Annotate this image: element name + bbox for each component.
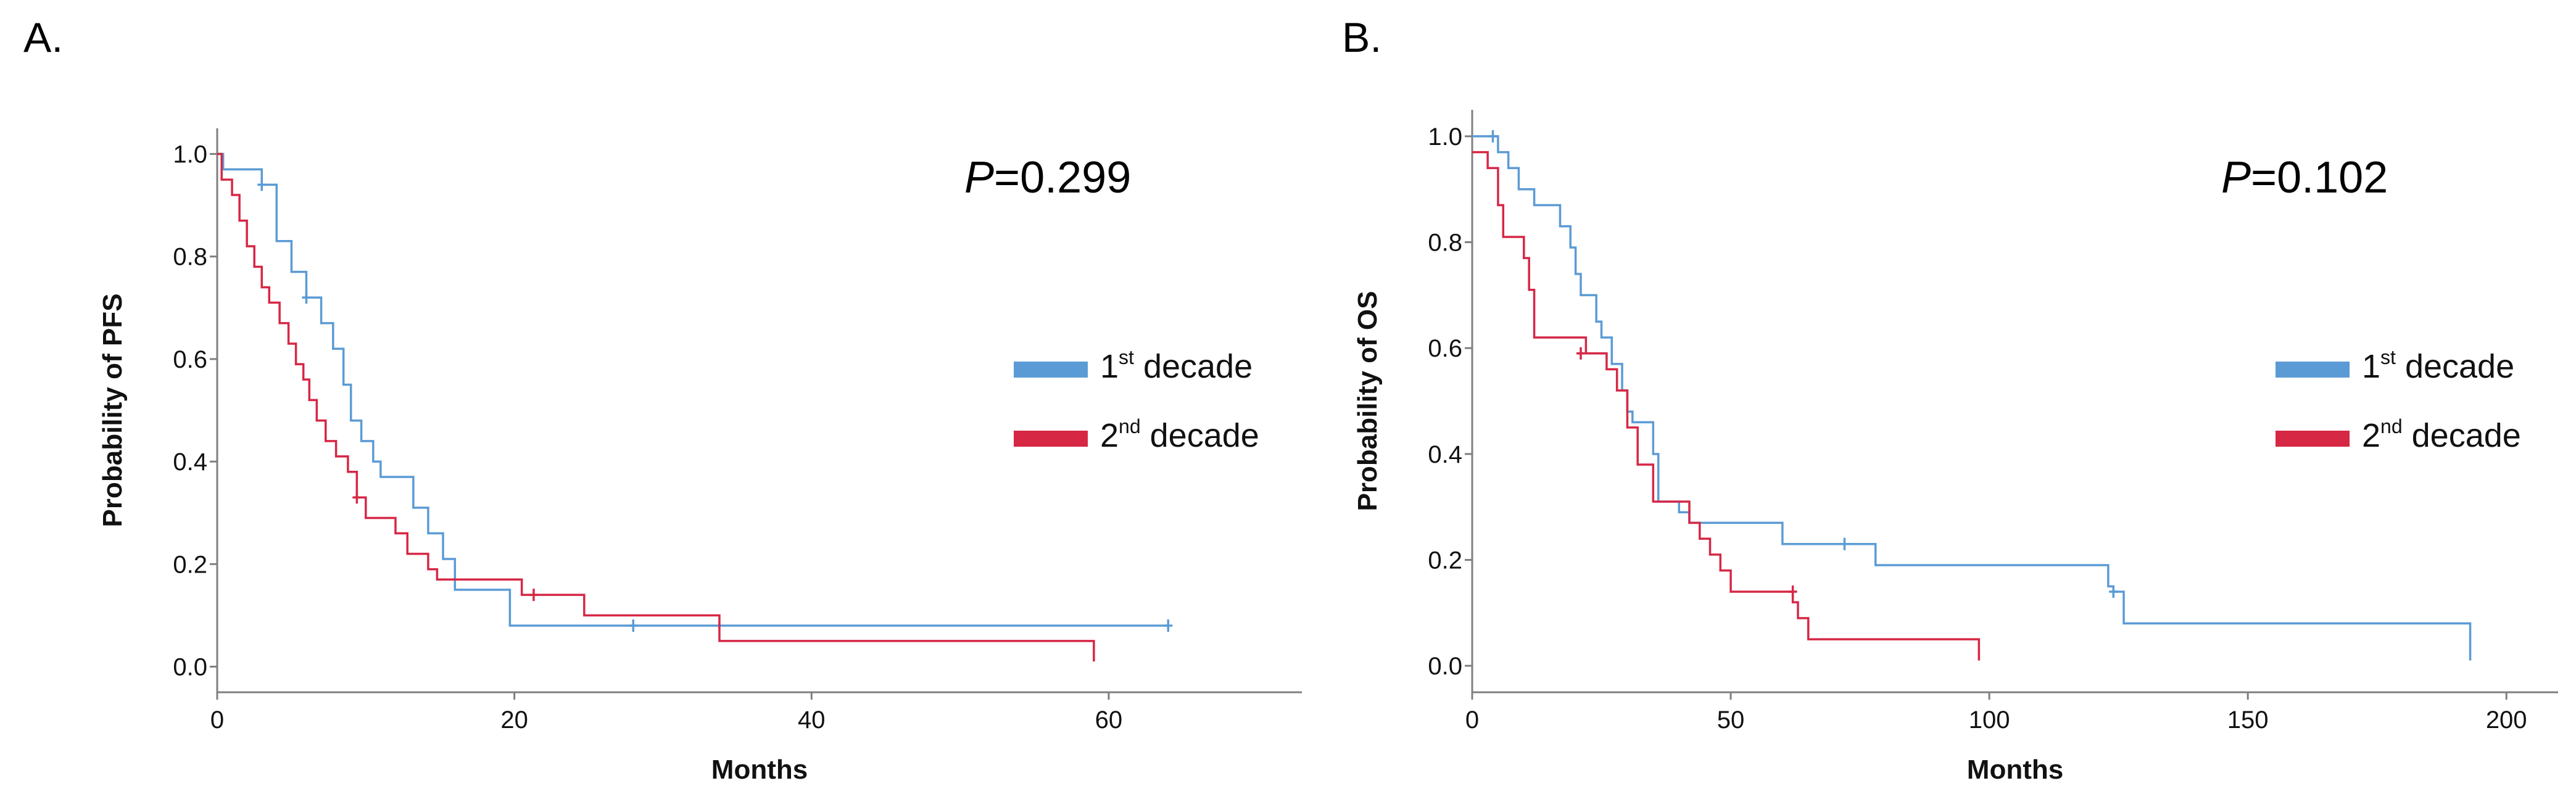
p-value-annotation: P=0.299 — [964, 153, 1131, 202]
y-tick-label: 0.0 — [1428, 653, 1462, 680]
legend-swatch — [1014, 431, 1088, 447]
x-tick-label: 0 — [210, 706, 224, 734]
x-tick-label: 50 — [1717, 706, 1745, 734]
p-value-symbol: P — [2221, 153, 2251, 202]
legend-label: 2nd decade — [1100, 415, 1259, 454]
x-axis-title: Months — [1967, 755, 2063, 785]
x-tick-label: 60 — [1095, 706, 1123, 734]
y-tick-label: 0.8 — [1428, 230, 1462, 257]
os-chart: 0 50 100 150 200 0.0 0.2 0.4 0.6 0.8 1.0 Months Prob… — [1352, 110, 2558, 785]
p-value-number: =0.299 — [994, 153, 1131, 202]
survival-curve-series-1 — [217, 152, 1169, 627]
x-tick-label: 150 — [2227, 706, 2269, 734]
y-tick-label: 0.6 — [1428, 335, 1462, 362]
panel-os: B. 0 50 100 150 200 0.0 0.2 0.4 0.6 0.8 1.0 Months P… — [1296, 0, 2576, 799]
legend-swatch — [1014, 362, 1088, 378]
y-tick-label: 1.0 — [173, 141, 207, 168]
y-tick-label: 0.4 — [1428, 441, 1462, 468]
x-axis-title: Months — [711, 755, 808, 785]
y-tick-label: 0.2 — [1428, 547, 1462, 574]
p-value-symbol: P — [964, 153, 994, 202]
y-tick-label: 1.0 — [1428, 123, 1462, 151]
survival-curve-series-1 — [1472, 135, 2472, 661]
legend-swatch — [2276, 362, 2350, 378]
panel-label: A. — [23, 14, 64, 61]
x-tick-label: 200 — [2486, 706, 2527, 734]
y-tick-label: 0.0 — [173, 653, 207, 681]
y-tick-label: 0.4 — [173, 449, 207, 476]
survival-curve-series-2 — [217, 152, 1095, 662]
legend-label: 1st decade — [1100, 346, 1253, 385]
y-tick-label: 0.8 — [173, 244, 207, 271]
panel-pfs: A. 0 20 40 60 0.0 0.2 0.4 0.6 0.8 1.0 Months Probab… — [23, 14, 1302, 785]
x-tick-label: 100 — [1969, 706, 2010, 734]
panel-label: B. — [1342, 14, 1382, 61]
y-axis-title: Probability of PFS — [97, 294, 128, 528]
legend-label: 2nd decade — [2362, 415, 2521, 454]
y-axis-title: Probability of OS — [1352, 291, 1383, 511]
p-value-annotation: P=0.102 — [2221, 153, 2388, 202]
survival-curve-series-2 — [1472, 151, 1981, 661]
x-tick-label: 0 — [1465, 706, 1479, 734]
legend-swatch — [2276, 431, 2350, 447]
y-tick-label: 0.2 — [173, 551, 207, 578]
legend-label: 1st decade — [2362, 346, 2514, 385]
y-tick-label: 0.6 — [173, 346, 207, 373]
pfs-chart: 0 20 40 60 0.0 0.2 0.4 0.6 0.8 1.0 Months Probabili… — [97, 128, 1302, 785]
p-value-number: =0.102 — [2251, 153, 2388, 202]
x-tick-label: 40 — [798, 706, 826, 734]
x-tick-label: 20 — [500, 706, 528, 734]
